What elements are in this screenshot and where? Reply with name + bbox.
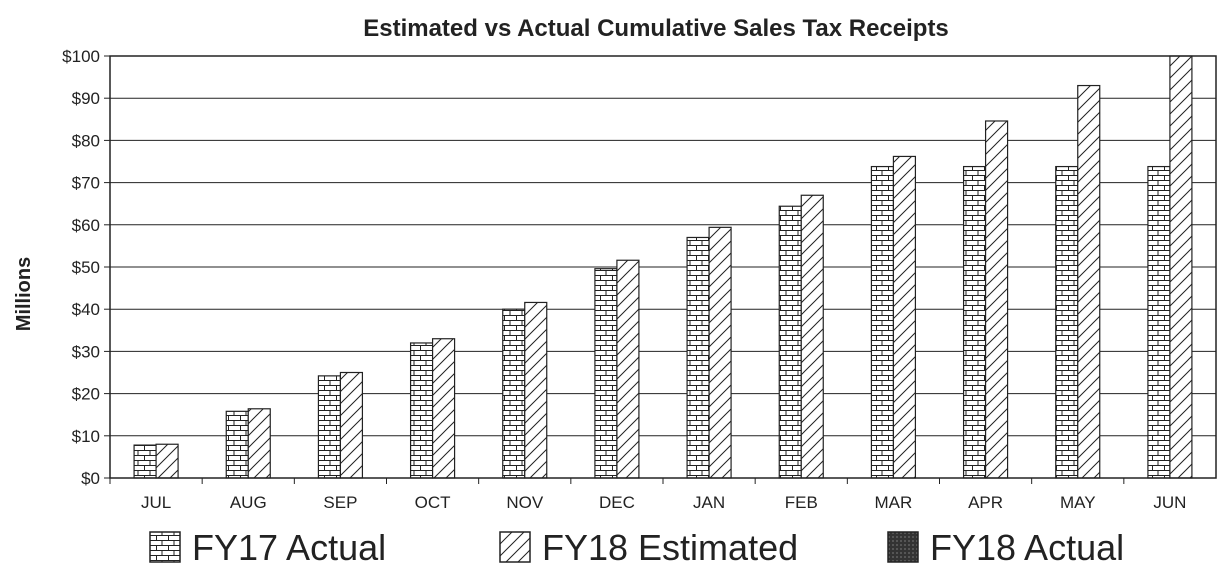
legend-swatch xyxy=(149,531,181,563)
y-tick-label: $100 xyxy=(62,47,100,66)
bar-fy18-estimated xyxy=(524,301,548,479)
y-axis-label: Millions xyxy=(13,257,35,331)
bar-fy18-estimated xyxy=(431,338,456,479)
y-tick-label: $60 xyxy=(72,216,100,235)
legend-swatch xyxy=(887,531,919,563)
bar-fy18-estimated xyxy=(155,443,179,479)
x-tick-label: SEP xyxy=(323,493,357,512)
x-tick-label: OCT xyxy=(415,493,451,512)
legend-item: FY18 Estimated xyxy=(499,527,798,568)
bar-fy17-actual xyxy=(409,342,434,479)
x-tick-label: AUG xyxy=(230,493,267,512)
x-axis-ticks: JUL AUG SEP OCT NOV DEC JAN FEB MAR APR MAY JUN xyxy=(109,478,1186,512)
y-tick-label: $90 xyxy=(72,89,100,108)
x-tick-label: JUL xyxy=(141,493,171,512)
bar-fy17-actual xyxy=(594,268,618,479)
y-tick-label: $30 xyxy=(72,342,100,361)
bar-fy18-estimated xyxy=(800,194,824,479)
legend: FY17 Actual FY18 Estimated FY18 Actual xyxy=(149,527,1124,568)
x-tick-label: JAN xyxy=(693,493,725,512)
y-tick-label: $20 xyxy=(72,385,100,404)
bar-fy17-actual xyxy=(870,165,895,479)
bar-fy17-actual xyxy=(1147,165,1171,479)
bar-fy17-actual xyxy=(317,375,342,479)
x-tick-label: APR xyxy=(968,493,1003,512)
bar-fy18-estimated xyxy=(339,371,364,479)
y-tick-label: $80 xyxy=(72,131,100,150)
bars xyxy=(133,55,1193,479)
x-tick-label: NOV xyxy=(506,493,544,512)
bar-fy18-estimated xyxy=(892,155,917,479)
bar-fy18-estimated xyxy=(247,408,271,479)
legend-label: FY18 Estimated xyxy=(542,527,798,568)
legend-swatch xyxy=(499,531,531,563)
x-tick-label: MAR xyxy=(875,493,913,512)
y-tick-label: $0 xyxy=(81,469,100,488)
bar-fy17-actual xyxy=(225,410,249,479)
bar-fy17-actual xyxy=(502,308,526,479)
bar-fy18-estimated xyxy=(616,259,640,479)
x-tick-label: FEB xyxy=(785,493,818,512)
bar-fy18-estimated xyxy=(708,226,732,479)
bar-fy17-actual xyxy=(962,165,987,479)
x-tick-label: DEC xyxy=(599,493,635,512)
chart-title: Estimated vs Actual Cumulative Sales Tax… xyxy=(363,15,949,42)
bar-fy18-estimated xyxy=(1169,55,1193,479)
bar-fy18-estimated xyxy=(1077,84,1101,479)
y-axis-ticks: $0 $10 $20 $30 $40 $50 $60 $70 $80 $90 $100 xyxy=(62,47,110,488)
y-tick-label: $40 xyxy=(72,300,100,319)
gridlines xyxy=(110,55,1216,479)
bar-fy17-actual xyxy=(133,444,157,479)
y-tick-label: $70 xyxy=(72,174,100,193)
y-tick-label: $50 xyxy=(72,258,100,277)
legend-label: FY17 Actual xyxy=(192,527,386,568)
bar-fy17-actual xyxy=(686,236,710,479)
bar-fy17-actual xyxy=(778,205,802,479)
legend-item: FY18 Actual xyxy=(887,527,1124,568)
legend-label: FY18 Actual xyxy=(930,527,1124,568)
bar-fy18-estimated xyxy=(984,120,1009,479)
bar-fy17-actual xyxy=(1055,165,1079,479)
y-tick-label: $10 xyxy=(72,427,100,446)
plot-area-border xyxy=(109,55,1217,479)
legend-item: FY17 Actual xyxy=(149,527,386,568)
x-tick-label: JUN xyxy=(1153,493,1186,512)
x-tick-label: MAY xyxy=(1060,493,1096,512)
